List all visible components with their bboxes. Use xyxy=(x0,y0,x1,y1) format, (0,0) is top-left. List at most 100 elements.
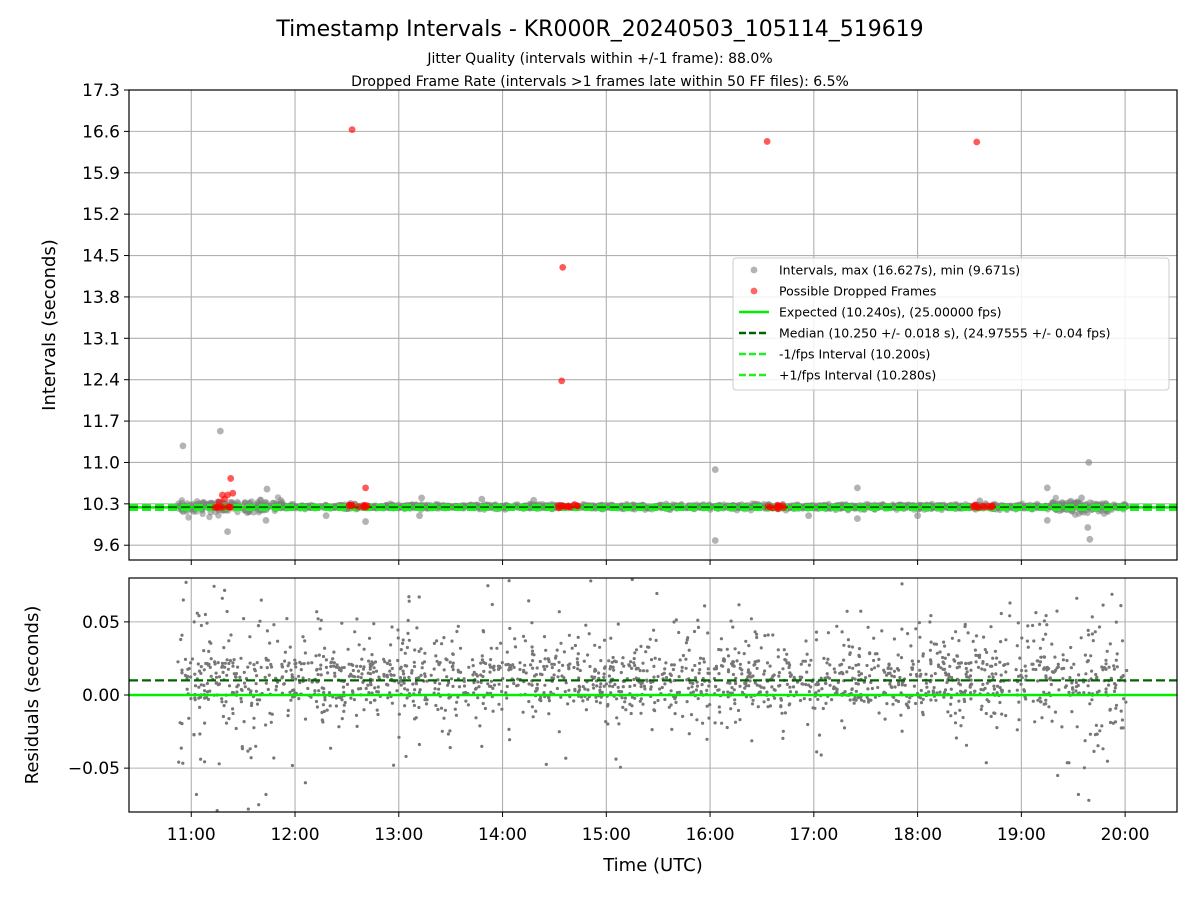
residual-point xyxy=(364,686,368,691)
residual-point xyxy=(286,714,290,718)
residual-point xyxy=(370,653,374,657)
residual-point xyxy=(889,667,893,671)
residual-point xyxy=(757,690,762,694)
residual-point xyxy=(905,704,910,708)
residual-point xyxy=(934,698,938,702)
residual-point xyxy=(734,676,738,681)
residual-point xyxy=(938,650,942,654)
residual-point xyxy=(213,528,216,531)
residual-point xyxy=(442,668,446,672)
residual-point xyxy=(726,670,731,674)
residual-point xyxy=(701,721,705,725)
residual-point xyxy=(221,714,225,719)
residual-point xyxy=(928,658,933,662)
residual-point xyxy=(217,682,222,686)
residual-point xyxy=(598,645,602,649)
residual-point xyxy=(1024,674,1028,678)
residual-point xyxy=(417,676,421,680)
residual-point xyxy=(995,684,1000,688)
residual-point xyxy=(857,647,862,651)
residual-point xyxy=(464,699,468,703)
residual-point xyxy=(486,682,490,686)
interval-point xyxy=(322,512,330,520)
residual-point xyxy=(531,659,535,663)
residual-point xyxy=(706,631,710,635)
residual-point xyxy=(1042,655,1047,659)
residual-point xyxy=(447,696,451,700)
residual-point xyxy=(453,707,457,711)
residual-point xyxy=(686,636,690,640)
residual-point xyxy=(955,654,960,658)
residual-point xyxy=(942,640,946,644)
residual-point xyxy=(255,661,259,665)
residual-point xyxy=(227,661,231,666)
residual-point xyxy=(332,650,336,654)
residual-point xyxy=(606,722,610,726)
residual-point xyxy=(969,678,973,682)
residual-point xyxy=(1114,620,1118,624)
residual-point xyxy=(667,705,671,709)
residual-point xyxy=(687,648,691,652)
residual-point xyxy=(753,660,757,664)
residual-point xyxy=(462,684,467,688)
residual-point xyxy=(943,690,947,694)
residual-point xyxy=(1108,642,1112,646)
residual-point xyxy=(592,686,596,690)
residual-point xyxy=(611,665,615,669)
residual-point xyxy=(181,761,185,765)
residual-point xyxy=(973,689,977,693)
residual-point xyxy=(685,678,689,682)
residual-point xyxy=(248,661,252,665)
residual-point xyxy=(788,685,792,689)
residual-point xyxy=(390,625,394,629)
residual-point xyxy=(280,664,284,669)
residual-point xyxy=(314,699,319,704)
residual-point xyxy=(688,681,692,685)
residual-point xyxy=(573,643,578,648)
residual-point xyxy=(246,807,250,811)
residual-point xyxy=(942,695,946,699)
residual-point xyxy=(223,665,227,669)
residual-point xyxy=(866,625,870,629)
residual-point xyxy=(719,637,724,641)
residual-point xyxy=(1124,700,1128,704)
residual-point xyxy=(706,667,710,671)
residual-point xyxy=(272,756,276,760)
residual-point xyxy=(965,670,969,674)
residual-point xyxy=(1044,614,1048,618)
residual-point xyxy=(355,724,359,729)
residual-point xyxy=(1004,670,1008,674)
residual-point xyxy=(735,659,739,663)
residual-point xyxy=(781,729,785,733)
residual-point xyxy=(411,682,415,686)
residual-point xyxy=(476,696,480,700)
residual-point xyxy=(239,656,243,660)
residual-point xyxy=(873,652,878,656)
residual-point xyxy=(1026,624,1030,628)
residual-point xyxy=(206,697,210,702)
residual-point xyxy=(523,663,527,667)
residual-point xyxy=(391,763,396,767)
residual-point xyxy=(885,673,889,677)
residual-point xyxy=(671,667,676,672)
residual-point xyxy=(737,603,741,607)
residual-point xyxy=(897,681,901,685)
residual-point xyxy=(225,609,229,614)
residual-point xyxy=(415,626,419,630)
interval-point xyxy=(179,442,187,450)
residual-point xyxy=(386,696,390,700)
residual-point xyxy=(925,685,929,689)
residual-point xyxy=(872,636,876,640)
residual-point xyxy=(549,690,553,694)
dropped-frame-point xyxy=(362,503,370,511)
residual-point xyxy=(198,705,202,710)
residual-point xyxy=(403,651,407,655)
residual-point xyxy=(423,651,427,655)
residual-point xyxy=(1067,761,1071,765)
y-tick-label: 17.3 xyxy=(82,81,120,101)
residual-point xyxy=(542,691,546,695)
y-tick-label: 9.6 xyxy=(93,536,120,556)
legend-label-intervals: Intervals, max (16.627s), min (9.671s) xyxy=(779,263,1020,278)
dropped-frame-point xyxy=(763,138,771,145)
residual-point xyxy=(388,659,392,663)
